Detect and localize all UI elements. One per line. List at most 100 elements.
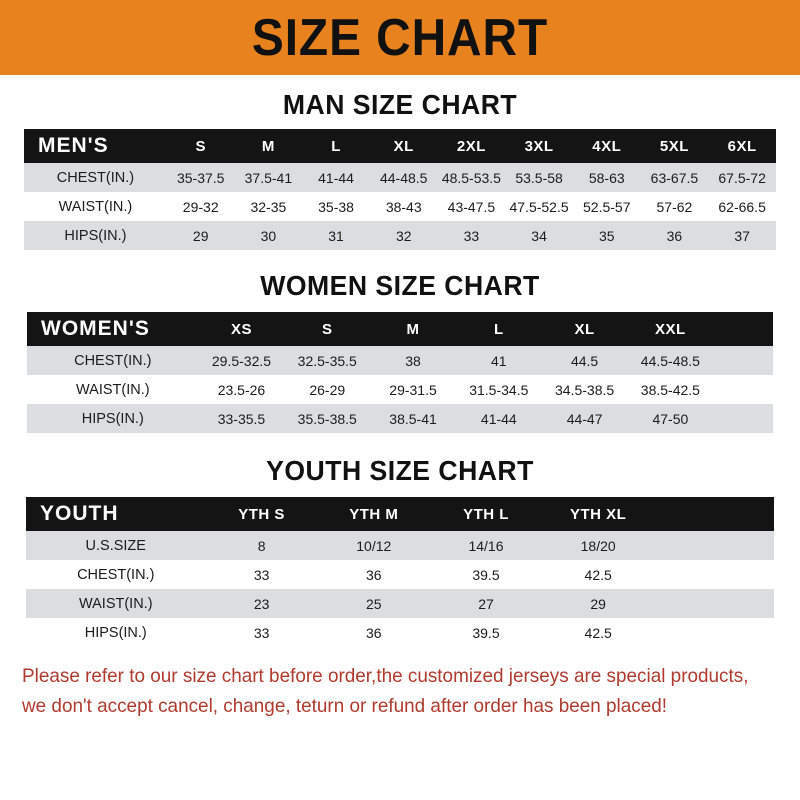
measurement-value: 31.5-34.5 — [455, 375, 542, 404]
measurement-value: 29 — [166, 221, 235, 250]
table-corner-label: MEN'S — [24, 129, 167, 163]
table-row: WAIST(IN.) 23.5-26 26-29 29-31.5 31.5-34.5 34… — [27, 375, 773, 404]
table-row: HIPS(IN.) 33 36 39.5 42.5 — [26, 618, 774, 647]
row-spacer — [654, 531, 774, 560]
measurement-label: HIPS(IN.) — [26, 618, 206, 647]
measurement-value: 10/12 — [317, 531, 430, 560]
measurement-value: 14/16 — [429, 531, 543, 560]
measurement-value: 36 — [317, 560, 430, 589]
row-spacer — [713, 346, 773, 375]
measurement-value: 47.5-52.5 — [505, 192, 573, 221]
women-size-table-wrap: WOMEN'S XS S M L XL XXL CHEST(IN.) 29.5-32.5 32.5… — [27, 312, 773, 433]
measurement-value: 23.5-26 — [198, 375, 285, 404]
measurement-value: 36 — [640, 221, 709, 250]
measurement-value: 35-38 — [302, 192, 370, 221]
measurement-value: 58-63 — [572, 163, 641, 192]
size-column-header: YTH XL — [542, 497, 655, 531]
table-row: CHEST(IN.) 29.5-32.5 32.5-35.5 38 41 44.5 44.5… — [27, 346, 773, 375]
measurement-value: 57-62 — [640, 192, 709, 221]
row-spacer — [654, 618, 774, 647]
row-spacer — [654, 589, 774, 618]
youth-section-title: YOUTH SIZE CHART — [266, 455, 534, 486]
measurement-value: 27 — [429, 589, 543, 618]
measurement-value: 44.5-48.5 — [627, 346, 714, 375]
measurement-value: 53.5-58 — [505, 163, 573, 192]
size-column-header: 2XL — [437, 129, 506, 163]
size-column-header: YTH L — [429, 497, 543, 531]
size-column-header: 5XL — [640, 129, 709, 163]
youth-size-table: YOUTH YTH S YTH M YTH L YTH XL U.S.SIZE 8 10/12… — [26, 497, 774, 647]
measurement-value: 38.5-42.5 — [627, 375, 714, 404]
measurement-value: 34 — [505, 221, 573, 250]
size-column-header: YTH M — [317, 497, 430, 531]
measurement-value: 48.5-53.5 — [437, 163, 506, 192]
measurement-value: 34.5-38.5 — [541, 375, 628, 404]
table-row: WAIST(IN.) 29-32 32-35 35-38 38-43 43-47.5 47.… — [24, 192, 776, 221]
measurement-label: HIPS(IN.) — [24, 221, 167, 250]
measurement-value: 42.5 — [542, 618, 655, 647]
measurement-label: CHEST(IN.) — [24, 163, 167, 192]
measurement-label: WAIST(IN.) — [27, 375, 199, 404]
size-column-header: XXL — [627, 312, 714, 346]
women-section-title: WOMEN SIZE CHART — [260, 270, 540, 301]
row-spacer — [713, 375, 773, 404]
measurement-value: 23 — [205, 589, 318, 618]
measurement-value: 33 — [205, 618, 318, 647]
measurement-value: 29.5-32.5 — [198, 346, 285, 375]
disclaimer-line-1: Please refer to our size chart before or… — [22, 665, 749, 687]
measurement-value: 43-47.5 — [437, 192, 506, 221]
measurement-value: 47-50 — [627, 404, 714, 433]
size-column-header: YTH S — [205, 497, 318, 531]
table-row: HIPS(IN.) 29 30 31 32 33 34 35 36 37 — [24, 221, 776, 250]
measurement-value: 33 — [205, 560, 318, 589]
size-column-header: XS — [198, 312, 285, 346]
row-spacer — [654, 560, 774, 589]
measurement-value: 25 — [317, 589, 430, 618]
size-column-header: M — [370, 312, 456, 346]
size-column-header: 6XL — [708, 129, 776, 163]
measurement-value: 35-37.5 — [166, 163, 235, 192]
measurement-value: 37 — [708, 221, 776, 250]
measurement-value: 38-43 — [369, 192, 438, 221]
measurement-value: 32-35 — [234, 192, 303, 221]
measurement-value: 31 — [302, 221, 370, 250]
measurement-value: 38.5-41 — [370, 404, 456, 433]
measurement-label: WAIST(IN.) — [26, 589, 206, 618]
measurement-value: 36 — [317, 618, 430, 647]
size-column-header: L — [302, 129, 370, 163]
measurement-value: 44-48.5 — [369, 163, 438, 192]
measurement-value: 42.5 — [542, 560, 655, 589]
page-banner: SIZE CHART — [0, 0, 800, 75]
size-column-header: L — [455, 312, 542, 346]
measurement-value: 39.5 — [429, 618, 543, 647]
disclaimer-note: Please refer to our size chart before or… — [22, 647, 755, 721]
size-column-header: M — [234, 129, 303, 163]
measurement-value: 67.5-72 — [708, 163, 776, 192]
table-row: WAIST(IN.) 23 25 27 29 — [26, 589, 774, 618]
table-header-row: YOUTH YTH S YTH M YTH L YTH XL — [26, 497, 774, 531]
measurement-value: 35.5-38.5 — [284, 404, 371, 433]
man-section-title: MAN SIZE CHART — [282, 89, 518, 120]
row-spacer — [713, 404, 773, 433]
table-row: CHEST(IN.) 33 36 39.5 42.5 — [26, 560, 774, 589]
measurement-value: 44.5 — [541, 346, 628, 375]
measurement-label: WAIST(IN.) — [24, 192, 167, 221]
measurement-value: 62-66.5 — [708, 192, 776, 221]
measurement-label: U.S.SIZE — [26, 531, 206, 560]
measurement-value: 18/20 — [542, 531, 655, 560]
table-header-row: MEN'S S M L XL 2XL 3XL 4XL 5XL 6XL — [24, 129, 776, 163]
measurement-value: 38 — [370, 346, 456, 375]
measurement-value: 26-29 — [284, 375, 371, 404]
measurement-value: 52.5-57 — [572, 192, 641, 221]
table-row: CHEST(IN.) 35-37.5 37.5-41 41-44 44-48.5 48.5… — [24, 163, 776, 192]
table-header-row: WOMEN'S XS S M L XL XXL — [27, 312, 773, 346]
measurement-value: 37.5-41 — [234, 163, 303, 192]
measurement-value: 33-35.5 — [198, 404, 285, 433]
size-column-header: S — [284, 312, 371, 346]
header-spacer — [654, 497, 774, 531]
size-column-header: 3XL — [505, 129, 573, 163]
man-size-table-wrap: MEN'S S M L XL 2XL 3XL 4XL 5XL 6XL CHEST(IN.) 35-37… — [24, 129, 776, 250]
table-corner-label: YOUTH — [26, 497, 206, 531]
measurement-value: 32 — [369, 221, 438, 250]
